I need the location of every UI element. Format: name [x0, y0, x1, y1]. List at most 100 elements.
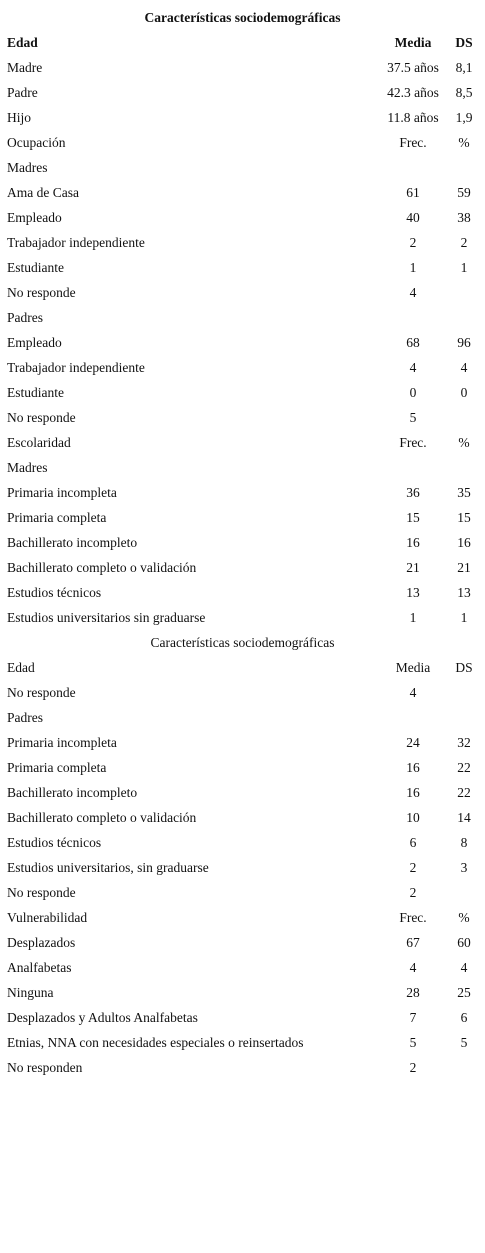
row-value: 1	[460, 259, 468, 275]
row-value: 2	[409, 1059, 417, 1075]
row-value: 38	[457, 209, 471, 225]
row-label: Estudios universitarios sin graduarse	[7, 609, 206, 625]
row-value: 35	[457, 484, 471, 500]
row-value: 3	[460, 859, 468, 875]
row-value: 59	[457, 184, 471, 200]
row-value: 6	[460, 1009, 468, 1025]
row-label: Hijo	[7, 109, 32, 125]
row-value: 67	[406, 934, 420, 950]
row-label: No responde	[7, 884, 76, 900]
row-value: 21	[457, 559, 471, 575]
row-label: Padre	[7, 84, 38, 100]
row-label: Primaria completa	[7, 509, 107, 525]
row-value: 40	[406, 209, 420, 225]
row-label: Estudiante	[7, 384, 64, 400]
row-label: No responden	[7, 1059, 83, 1075]
row-value: 25	[457, 984, 471, 1000]
row-value: 21	[406, 559, 420, 575]
row-value: 0	[409, 384, 417, 400]
row-label: Estudiante	[7, 259, 64, 275]
row-label: Madre	[7, 59, 43, 75]
row-value: 4	[409, 684, 417, 700]
row-value: 14	[457, 809, 471, 825]
row-value: 2	[409, 859, 417, 875]
row-value: 4	[460, 359, 468, 375]
section-title: Características sociodemográficas	[150, 634, 335, 650]
row-label: Primaria incompleta	[7, 734, 117, 750]
row-value: 13	[457, 584, 471, 600]
row-value: 16	[406, 534, 420, 550]
row-label: Bachillerato incompleto	[7, 534, 138, 550]
row-value: 37.5 años	[387, 59, 439, 75]
row-label: No responde	[7, 684, 76, 700]
row-label: Madres	[7, 159, 48, 175]
header-cell: Media	[394, 34, 432, 50]
row-label: Desplazados	[7, 934, 76, 950]
header-cell: DS	[455, 659, 473, 675]
row-value: 32	[457, 734, 471, 750]
row-value: 5	[409, 409, 417, 425]
row-value: 11.8 años	[387, 109, 439, 125]
row-label: Estudios técnicos	[7, 834, 102, 850]
row-label: Ama de Casa	[7, 184, 79, 200]
row-value: 60	[457, 934, 471, 950]
row-label: Vulnerabilidad	[7, 909, 88, 925]
row-value: 13	[406, 584, 420, 600]
row-label: Bachillerato completo o validación	[7, 809, 197, 825]
row-label: Analfabetas	[7, 959, 72, 975]
row-value: 1,9	[455, 109, 473, 125]
row-value: 7	[409, 1009, 417, 1025]
row-value: 0	[460, 384, 468, 400]
row-value: 10	[406, 809, 420, 825]
row-label: Bachillerato incompleto	[7, 784, 138, 800]
row-label: Primaria incompleta	[7, 484, 117, 500]
row-value: 8	[460, 834, 468, 850]
row-value: 16	[406, 759, 420, 775]
header-cell: DS	[455, 34, 473, 50]
row-value: %	[458, 909, 470, 925]
row-value: 15	[406, 509, 420, 525]
row-value: 8,1	[455, 59, 473, 75]
row-value: Frec.	[399, 134, 427, 150]
section-title: Características sociodemográficas	[144, 9, 341, 25]
row-label: Madres	[7, 459, 48, 475]
row-value: 68	[406, 334, 420, 350]
row-value: Frec.	[399, 909, 427, 925]
row-value: 1	[460, 609, 468, 625]
row-value: 6	[409, 834, 417, 850]
row-value: 42.3 años	[387, 84, 439, 100]
row-value: 4	[409, 284, 417, 300]
row-value: 61	[406, 184, 420, 200]
row-label: Bachillerato completo o validación	[7, 559, 197, 575]
row-value: 8,5	[455, 84, 473, 100]
row-value: 15	[457, 509, 471, 525]
row-label: Desplazados y Adultos Analfabetas	[7, 1009, 198, 1025]
row-value: 24	[406, 734, 420, 750]
row-value: 2	[460, 234, 468, 250]
row-label: Primaria completa	[7, 759, 107, 775]
row-value: 4	[409, 359, 417, 375]
row-label: No responde	[7, 409, 76, 425]
row-value: 22	[457, 784, 471, 800]
header-cell: Edad	[7, 659, 35, 675]
row-value: 1	[409, 609, 417, 625]
row-value: 22	[457, 759, 471, 775]
row-value: %	[458, 434, 470, 450]
row-value: 96	[457, 334, 471, 350]
row-label: No responde	[7, 284, 76, 300]
row-value: 5	[460, 1034, 468, 1050]
row-label: Etnias, NNA con necesidades especiales o…	[7, 1034, 304, 1050]
row-label: Empleado	[7, 334, 62, 350]
row-value: 16	[457, 534, 471, 550]
row-value: 36	[406, 484, 420, 500]
row-label: Escolaridad	[7, 434, 71, 450]
row-value: 28	[406, 984, 420, 1000]
row-label: Padres	[7, 309, 43, 325]
row-value: %	[458, 134, 470, 150]
row-value: Frec.	[399, 434, 427, 450]
row-value: 2	[409, 234, 417, 250]
row-value: 1	[409, 259, 417, 275]
row-label: Padres	[7, 709, 43, 725]
row-value: 16	[406, 784, 420, 800]
